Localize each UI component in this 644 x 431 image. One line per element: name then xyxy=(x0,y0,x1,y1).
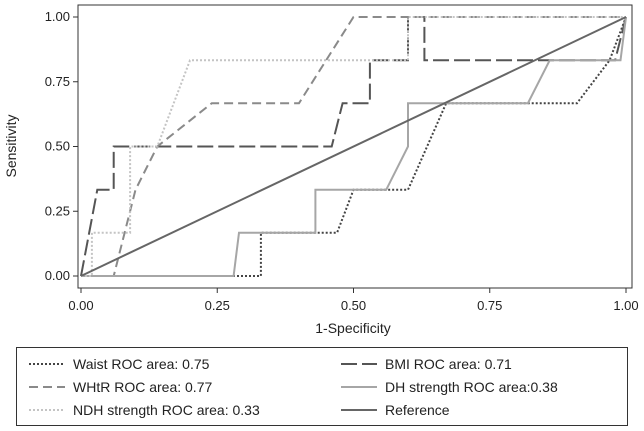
series-line-dh xyxy=(81,16,627,277)
y-tick-label: 0.50 xyxy=(45,139,70,154)
legend-label-whtr: WHtR ROC area: 0.77 xyxy=(73,379,213,395)
x-tick-label: 1.00 xyxy=(613,298,638,313)
legend-swatch-bmi xyxy=(341,363,377,365)
legend-swatch-ndh-strength xyxy=(29,409,65,411)
legend-swatch-reference xyxy=(341,409,377,411)
legend-label-bmi: BMI ROC area: 0.71 xyxy=(385,356,512,372)
y-tick-label: 0.75 xyxy=(45,74,70,89)
legend-item-reference: Reference xyxy=(339,400,450,420)
x-tick-label: 0.00 xyxy=(68,298,93,313)
legend-item-bmi: BMI ROC area: 0.71 xyxy=(339,354,512,374)
x-axis-title: 1-Specificity xyxy=(315,320,390,336)
legend-item-dh-strength: DH strength ROC area:0.38 xyxy=(339,377,558,397)
legend-label-ndh-strength: NDH strength ROC area: 0.33 xyxy=(73,402,260,418)
y-axis: 0.00 0.25 0.50 0.75 1.00 xyxy=(45,9,78,283)
legend-swatch-dh-strength xyxy=(341,386,377,388)
x-axis: 0.00 0.25 0.50 0.75 1.00 xyxy=(68,288,639,313)
legend-label-waist: Waist ROC area: 0.75 xyxy=(73,356,210,372)
x-tick-label: 0.25 xyxy=(205,298,230,313)
y-tick-label: 0.25 xyxy=(45,203,70,218)
series-line-whtr xyxy=(81,16,626,277)
series-line-bmi xyxy=(80,16,627,277)
y-tick-label: 1.00 xyxy=(45,9,70,24)
x-tick-label: 0.75 xyxy=(477,298,502,313)
legend-item-ndh-strength: NDH strength ROC area: 0.33 xyxy=(27,400,260,420)
legend-label-reference: Reference xyxy=(385,402,450,418)
legend-item-whtr: WHtR ROC area: 0.77 xyxy=(27,377,212,397)
series-line-ndh xyxy=(81,16,626,277)
series-layer xyxy=(80,16,627,277)
legend: Waist ROC area: 0.75 BMI ROC area: 0.71 … xyxy=(16,347,628,426)
series-line-reference xyxy=(80,16,627,277)
legend-swatch-whtr xyxy=(29,386,65,388)
y-tick-label: 0.00 xyxy=(45,268,70,283)
roc-chart: 0.00 0.25 0.50 0.75 1.00 0.00 0.25 0.50 0.75 1.0… xyxy=(3,4,639,336)
x-tick-label: 0.50 xyxy=(341,298,366,313)
legend-label-dh-strength: DH strength ROC area:0.38 xyxy=(385,379,558,395)
legend-item-waist: Waist ROC area: 0.75 xyxy=(27,354,209,374)
y-axis-title: Sensitivity xyxy=(3,114,19,177)
legend-swatch-waist xyxy=(29,363,65,365)
